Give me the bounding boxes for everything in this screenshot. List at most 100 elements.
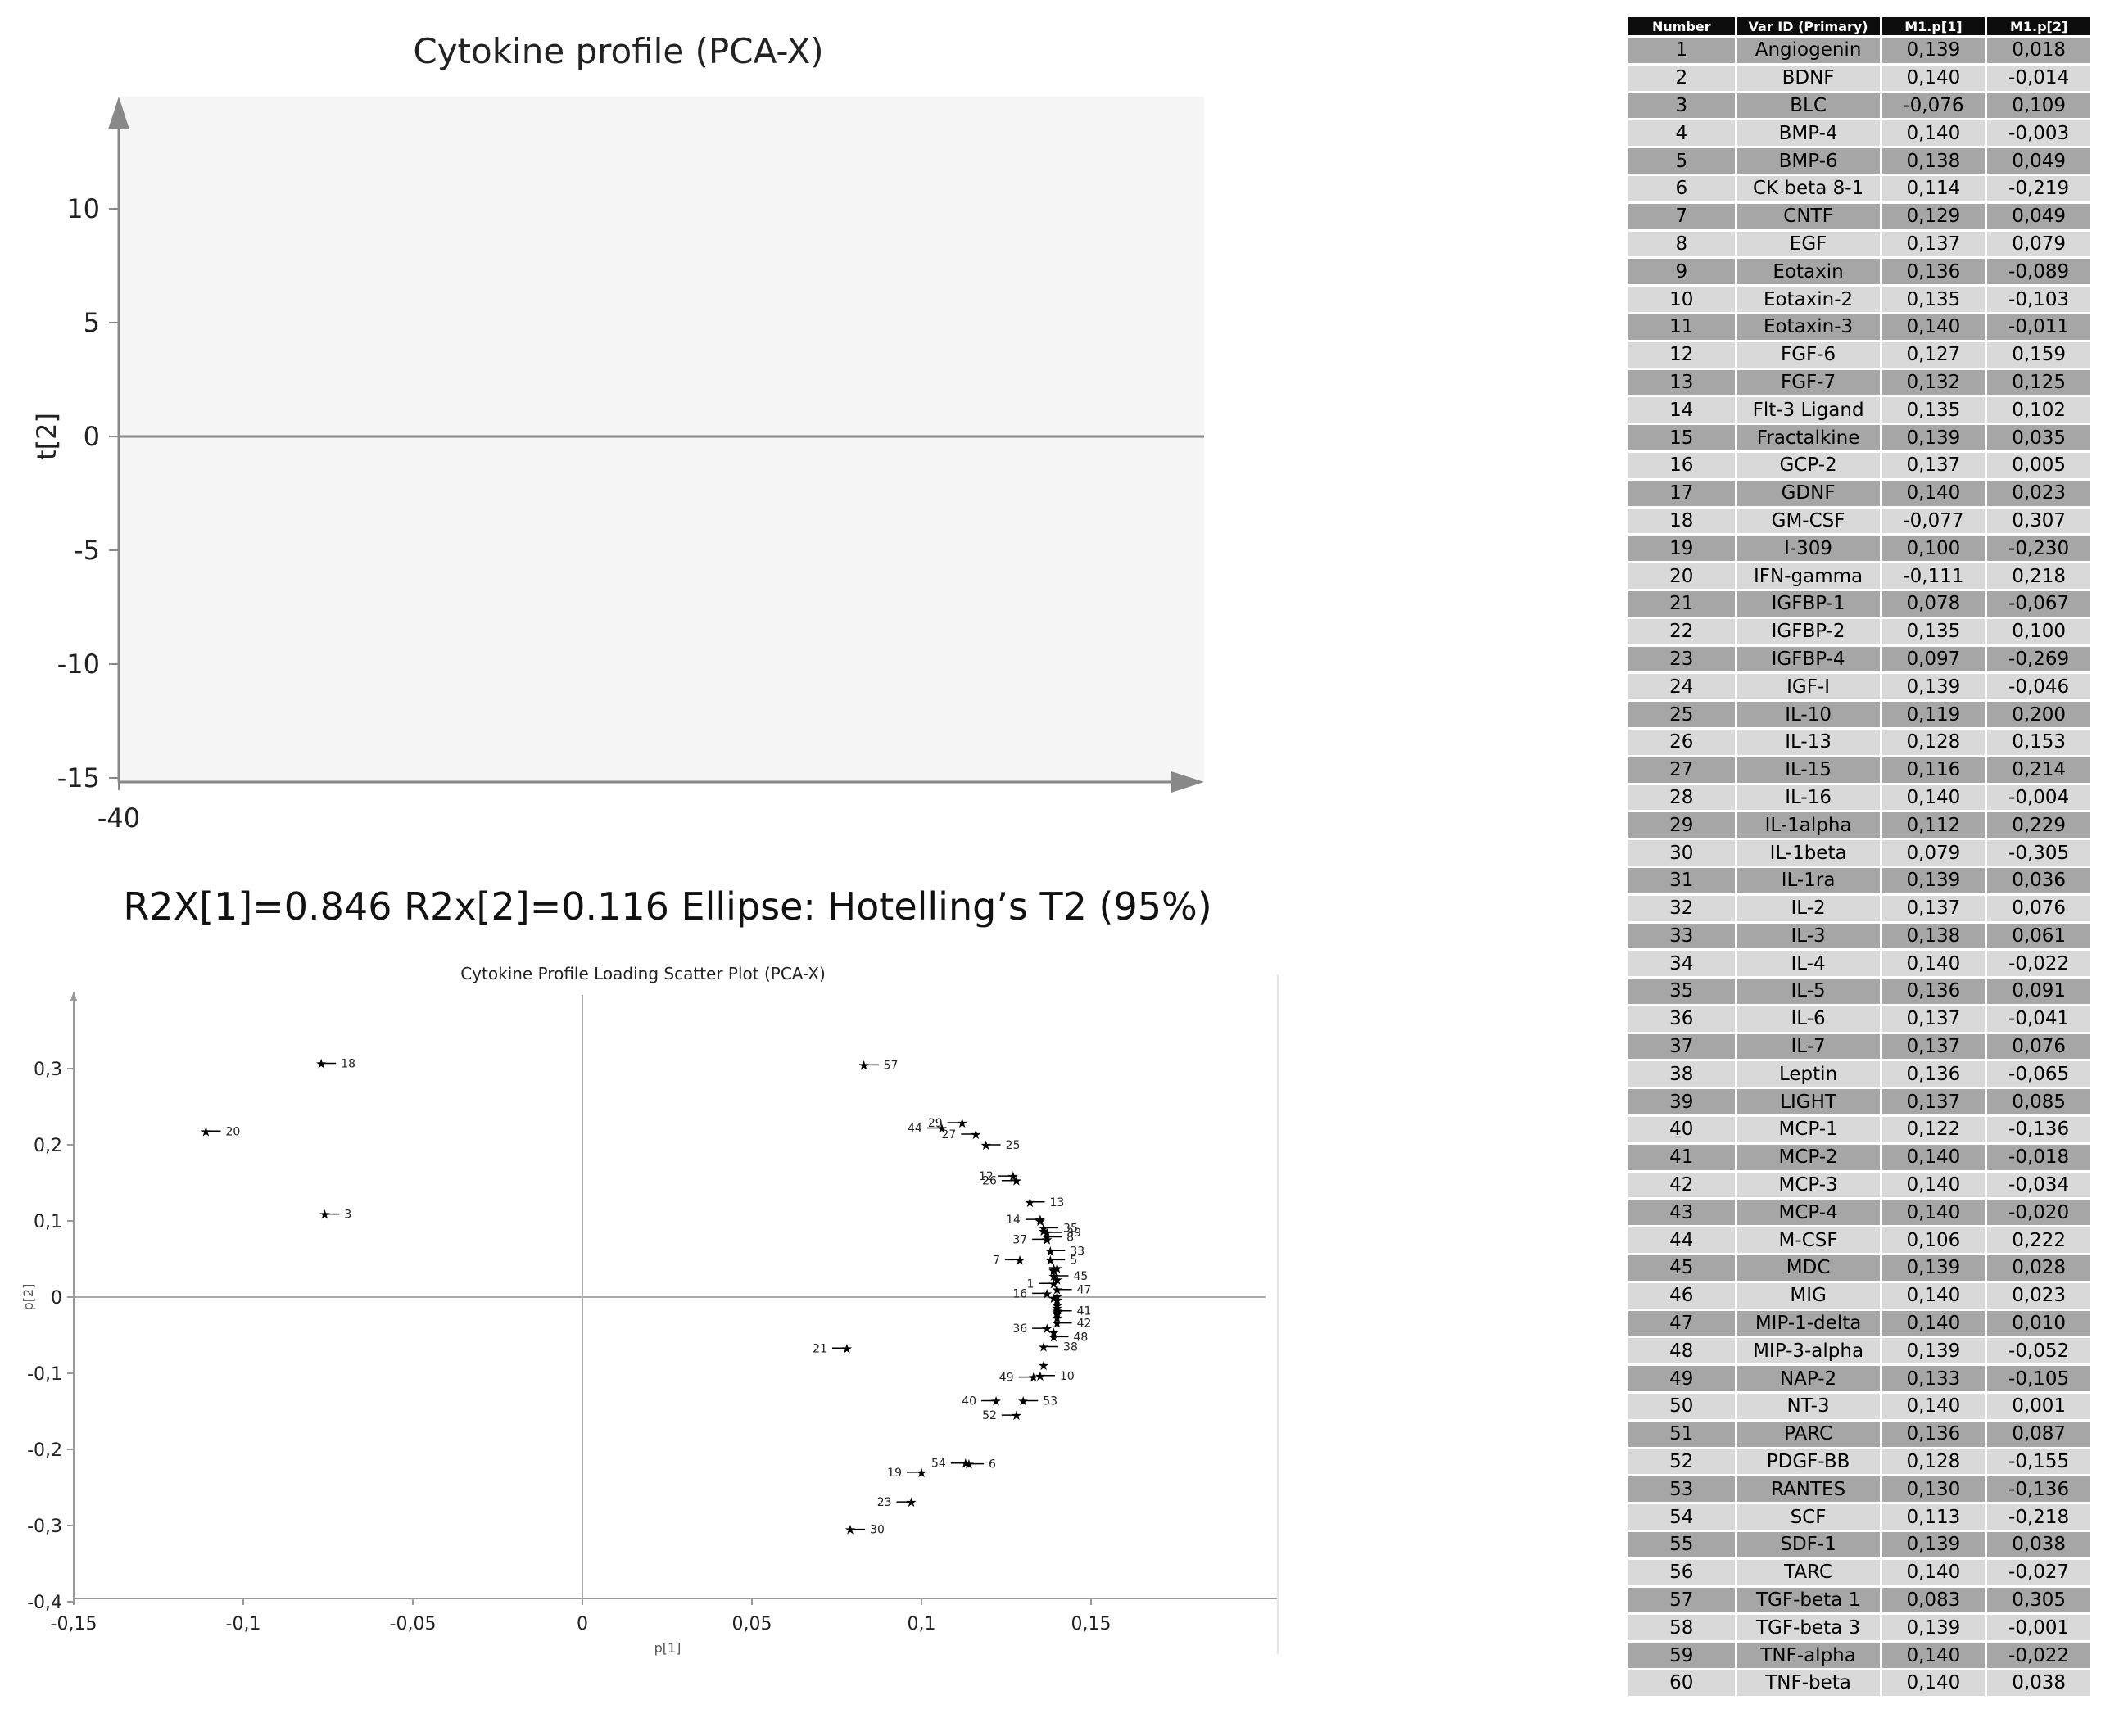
cell-number: 52 [1628,1449,1735,1475]
cell-p1: 0,140 [1881,1310,1985,1336]
loading-point: ★ [1051,1306,1062,1322]
cell-p2: 0,035 [1987,425,2090,450]
x-tick-label: 0,15 [1071,1614,1112,1634]
cell-p1: 0,136 [1881,1061,1985,1087]
cell-var-id: Leptin [1736,1061,1880,1087]
loadings-table: Number Var ID (Primary) M1.p[1] M1.p[2] … [1626,15,2093,1698]
loading-point-label: 21 [813,1342,827,1355]
cell-p2: 0,085 [1987,1089,2090,1115]
cell-number: 33 [1628,923,1735,949]
cell-var-id: MCP-3 [1736,1172,1880,1198]
cell-p1: 0,139 [1881,867,1985,893]
cell-number: 24 [1628,674,1735,700]
cell-number: 13 [1628,369,1735,396]
cell-var-id: Eotaxin [1736,259,1880,285]
table-row: 44 M-CSF 0,106 0,222 [1628,1227,2090,1254]
cell-number: 20 [1628,563,1735,589]
cell-p2: 0,307 [1987,508,2090,534]
cell-number: 25 [1628,702,1735,727]
loading-point: ★ [1048,1263,1059,1278]
cell-p2: -0,018 [1987,1144,2090,1170]
cell-p2: -0,001 [1987,1615,2090,1641]
cell-p2: 0,222 [1987,1227,2090,1254]
cell-p1: 0,140 [1881,1282,1985,1309]
table-row: 25 IL-10 0,119 0,200 [1628,702,2090,727]
table-row: 31 IL-1ra 0,139 0,036 [1628,867,2090,893]
x-tick-label: 0,05 [732,1614,772,1634]
loading-point: ★ [1048,1261,1059,1277]
table-row: 42 MCP-3 0,140 -0,034 [1628,1172,2090,1198]
loading-point-label: 27 [941,1128,956,1142]
table-row: 7 CNTF 0,129 0,049 [1628,203,2090,229]
table-row: 41 MCP-2 0,140 -0,018 [1628,1144,2090,1170]
y-tick-label: -0,1 [27,1364,62,1385]
loading-point-label: 52 [982,1409,997,1422]
table-row: 57 TGF-beta 1 0,083 0,305 [1628,1587,2090,1613]
cell-p1: 0,140 [1881,1172,1985,1198]
cell-p1: 0,140 [1881,480,1985,506]
cell-number: 29 [1628,812,1735,839]
loading-point: ★ [1048,1263,1059,1278]
loading-point-label: 13 [1049,1196,1064,1209]
loading-point-label: 49 [999,1372,1014,1385]
loading-point: ★ [200,1123,211,1139]
cell-p2: 0,153 [1987,729,2090,755]
cell-p1: 0,139 [1881,38,1985,63]
cell-number: 10 [1628,287,1735,312]
cell-p2: -0,136 [1987,1476,2090,1503]
loading-point-label: 10 [1060,1370,1075,1383]
loading-point-label: 20 [225,1125,240,1138]
table-row: 20 IFN-gamma -0,111 0,218 [1628,563,2090,589]
table-header-row: Number Var ID (Primary) M1.p[1] M1.p[2] [1628,17,2090,35]
x-tick-label: -40 [97,802,140,834]
table-row: 48 MIP-3-alpha 0,139 -0,052 [1628,1338,2090,1364]
cell-p2: 0,061 [1987,923,2090,949]
loading-point-label: 57 [884,1059,899,1072]
cell-p1: 0,138 [1881,923,1985,949]
cell-number: 46 [1628,1282,1735,1309]
loading-point-label: 37 [1012,1233,1027,1246]
loading-point: ★ [1051,1305,1062,1321]
score-plot: -40-30-20-1001020301050-5-10-15t[1]t[2]P… [31,97,1204,834]
cell-p2: -0,155 [1987,1449,2090,1475]
cell-var-id: IL-6 [1736,1006,1880,1032]
cell-p2: 0,018 [1987,38,2090,63]
cell-var-id: IL-2 [1736,895,1880,921]
cell-number: 30 [1628,840,1735,866]
x-tick-label: 0 [577,1614,588,1634]
cell-var-id: TGF-beta 3 [1736,1615,1880,1641]
loadings-table-container: Number Var ID (Primary) M1.p[1] M1.p[2] … [1626,15,2093,1698]
cell-p1: 0,127 [1881,341,1985,368]
cell-p1: 0,139 [1881,1615,1985,1641]
y-tick-label: -0,2 [27,1440,62,1461]
cell-p2: 0,102 [1987,397,2090,423]
cell-number: 49 [1628,1366,1735,1392]
cell-p2: 0,023 [1987,480,2090,506]
table-row: 9 Eotaxin 0,136 -0,089 [1628,259,2090,285]
cell-number: 1 [1628,38,1735,63]
table-row: 39 LIGHT 0,137 0,085 [1628,1089,2090,1115]
cell-number: 5 [1628,148,1735,174]
cell-p1: 0,137 [1881,231,1985,257]
y-tick-label: -10 [57,649,100,680]
loading-point: ★ [1051,1289,1062,1304]
cell-number: 41 [1628,1144,1735,1170]
loading-point: ★ [1051,1293,1062,1309]
y-axis-label: p[2] [20,1284,36,1311]
plot-background [119,97,1204,782]
loading-point-label: 41 [1077,1305,1092,1318]
x-axis-arrow-icon [1171,771,1204,793]
cell-p1: -0,077 [1881,508,1985,534]
cell-p1: 0,128 [1881,729,1985,755]
cell-p1: 0,139 [1881,425,1985,450]
cell-p1: 0,140 [1881,120,1985,147]
loading-point: ★ [1051,1261,1062,1277]
loading-point-label: 3 [344,1209,351,1222]
cell-p2: -0,052 [1987,1338,2090,1364]
cell-p1: 0,137 [1881,1089,1985,1115]
loading-point-label: 29 [928,1117,943,1130]
table-row: 23 IGFBP-4 0,097 -0,269 [1628,646,2090,672]
loading-point-label: 33 [1070,1245,1084,1258]
cell-var-id: PDGF-BB [1736,1449,1880,1475]
cell-p2: 0,125 [1987,369,2090,396]
